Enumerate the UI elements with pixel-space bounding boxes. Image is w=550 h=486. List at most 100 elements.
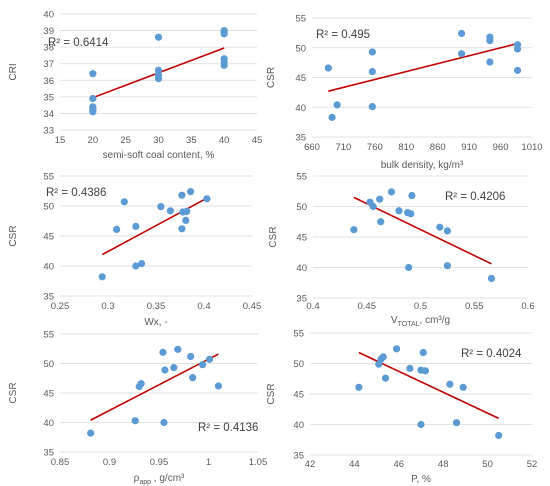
x-tick-label: 30 — [153, 135, 164, 146]
x-tick-label: 0.45 — [243, 301, 262, 312]
y-tick-label: 45 — [43, 232, 54, 243]
chart-panel-5: 35 40 45 50 55 0.85 0.9 0.95 1 1.05 ρapp , g/cm³ CS… — [8, 330, 267, 486]
y-tick-label: 45 — [295, 73, 306, 84]
x-tick-label: 42 — [305, 459, 316, 470]
x-axis-label: ρapp , g/cm³ — [134, 473, 185, 486]
data-point — [443, 227, 451, 235]
y-tick-label: 33 — [43, 126, 54, 137]
data-point — [138, 260, 146, 268]
data-point — [132, 222, 140, 230]
data-point — [132, 262, 140, 270]
data-point — [131, 417, 139, 425]
data-point — [183, 207, 191, 215]
data-point — [513, 45, 522, 53]
x-tick-label: 0.45 — [358, 301, 377, 312]
data-point — [446, 380, 454, 388]
data-point — [189, 374, 197, 382]
data-point — [161, 366, 169, 374]
y-tick-label: 34 — [43, 109, 54, 120]
x-axis-label: bulk density, kg/m³ — [381, 160, 464, 171]
y-axis-label: CSR — [8, 382, 19, 403]
y-tick-label: 55 — [296, 172, 307, 183]
y-tick-label: 45 — [293, 390, 304, 401]
data-point — [324, 64, 332, 72]
x-tick-label: 0.85 — [51, 457, 70, 468]
x-tick-label: 15 — [55, 135, 66, 146]
data-point — [157, 203, 165, 211]
data-point — [333, 101, 341, 109]
x-tick-label: 760 — [367, 142, 383, 153]
data-point — [87, 429, 95, 437]
data-point — [187, 352, 195, 361]
data-point — [170, 364, 178, 372]
data-point — [174, 345, 182, 353]
data-point — [154, 75, 163, 83]
x-tick-label: 0.4 — [197, 301, 210, 312]
chart-panel-4: 35 40 45 50 55 0.4 0.45 0.5 0.55 0.6 VTOTAL, cm³/g… — [268, 172, 535, 329]
x-tick-label: 1010 — [521, 142, 542, 153]
x-tick-label: 45 — [252, 135, 263, 146]
y-tick-label: 40 — [43, 418, 54, 429]
y-tick-label: 50 — [43, 202, 54, 213]
data-point — [387, 188, 396, 196]
data-point — [220, 61, 228, 69]
data-point — [205, 355, 214, 363]
y-tick-label: 50 — [296, 202, 307, 213]
data-point — [379, 353, 387, 361]
y-tick-label: 55 — [43, 172, 54, 183]
y-tick-label: 36 — [43, 76, 54, 87]
data-point — [392, 345, 401, 353]
data-point — [405, 263, 413, 272]
r-squared-label: R² = 0.4386 — [46, 187, 106, 199]
y-tick-label: 50 — [43, 359, 54, 370]
x-tick-label: 50 — [482, 459, 493, 470]
data-point — [513, 66, 522, 74]
data-point — [154, 33, 163, 41]
x-tick-label: 960 — [493, 142, 509, 153]
data-point — [89, 108, 97, 116]
data-point — [407, 210, 415, 218]
data-point — [203, 195, 211, 203]
y-axis-label: CSR — [266, 383, 277, 404]
chart-panel-2: 35 40 45 50 55 660 710 760 810 860 910 960 1010 bulk … — [266, 14, 543, 172]
x-tick-label: 48 — [438, 459, 449, 470]
data-point — [368, 48, 376, 56]
data-point — [89, 70, 97, 78]
x-tick-label: 0.25 — [51, 301, 70, 312]
y-tick-label: 35 — [43, 448, 54, 459]
y-axis-label: CSR — [268, 226, 279, 247]
y-tick-label: 45 — [43, 389, 54, 400]
data-point — [486, 58, 494, 66]
data-point — [220, 30, 228, 38]
y-axis-label: CRI — [8, 63, 19, 80]
x-tick-label: 710 — [335, 142, 351, 153]
y-tick-label: 35 — [43, 292, 54, 303]
data-point — [487, 274, 496, 283]
data-point — [368, 103, 376, 111]
data-point — [377, 218, 385, 226]
data-point — [406, 364, 414, 372]
y-tick-label: 55 — [43, 330, 54, 341]
data-point — [443, 262, 451, 270]
y-tick-label: 55 — [295, 14, 306, 25]
data-point — [458, 29, 466, 38]
trendline — [90, 353, 219, 421]
y-axis-label: CSR — [266, 67, 277, 88]
x-tick-label: 40 — [219, 135, 230, 146]
data-point — [381, 374, 390, 382]
data-point — [198, 361, 207, 369]
x-tick-label: 0.35 — [147, 301, 166, 312]
x-tick-label: 44 — [349, 459, 360, 470]
data-point — [459, 383, 467, 391]
data-point — [395, 207, 403, 215]
y-tick-label: 40 — [293, 420, 304, 431]
data-point — [355, 383, 363, 391]
data-point — [137, 379, 145, 388]
x-tick-label: 0.3 — [101, 301, 114, 312]
x-axis-label: Wx, - — [144, 317, 167, 328]
x-tick-label: 910 — [461, 142, 477, 153]
x-tick-label: 35 — [186, 135, 197, 146]
x-tick-label: 52 — [527, 459, 538, 470]
y-tick-label: 50 — [293, 359, 304, 370]
